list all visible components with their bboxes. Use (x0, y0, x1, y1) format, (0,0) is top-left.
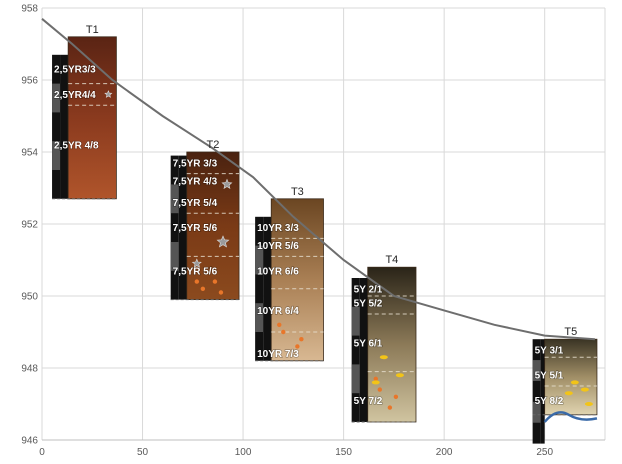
orange-mottle (295, 344, 300, 349)
orange-mottle (212, 279, 218, 284)
soil-column-t3 (255, 198, 324, 362)
orange-mottle (200, 286, 206, 291)
horizon-label: 10YR 6/6 (257, 266, 299, 277)
orange-mottle (377, 387, 382, 392)
column-label-t2: T2 (206, 139, 219, 151)
horizon-label: 2,5YR3/3 (54, 65, 96, 76)
y-tick-label: 948 (21, 364, 38, 375)
depth-bar-segment (351, 364, 360, 394)
column-label-t4: T4 (385, 254, 398, 266)
column-label-t3: T3 (291, 186, 304, 198)
soil-profile-body (67, 36, 117, 200)
soil-profile-body (367, 266, 417, 423)
orange-mottle (387, 405, 393, 410)
ticks-layer: 946 948 950 952 954 956 958 0 50 100 150 200 250 (21, 4, 553, 459)
yellow-patch (379, 355, 388, 360)
profile-layer (41, 18, 595, 341)
depth-bar-segment (170, 184, 179, 214)
orange-mottle (373, 376, 378, 381)
terrain-profile-line (41, 18, 595, 341)
depth-bar (532, 339, 541, 444)
horizon-label: 10YR 7/3 (257, 349, 299, 360)
x-tick-label: 150 (335, 447, 352, 458)
horizon-label: 5Y 3/1 (535, 346, 564, 357)
column-label-t1: T1 (86, 24, 99, 36)
orange-mottle (281, 329, 286, 335)
orange-mottle (218, 290, 224, 295)
horizon-label: 5Y 6/1 (354, 338, 383, 349)
y-tick-label: 946 (21, 436, 38, 447)
depth-bar (170, 155, 179, 300)
depth-bar-inner (540, 339, 545, 444)
orange-mottle (277, 322, 282, 327)
horizon-label: 7,5YR 3/3 (173, 158, 218, 169)
horizon-label: 5Y 5/2 (354, 299, 383, 310)
orange-mottle (299, 337, 304, 342)
horizon-label: 5Y 5/1 (535, 371, 564, 382)
y-tick-label: 958 (21, 4, 38, 15)
horizon-label: 10YR 6/4 (257, 306, 299, 317)
column-label-t5: T5 (564, 326, 577, 338)
horizon-label: 5Y 8/2 (535, 396, 564, 407)
star-symbol (191, 258, 202, 268)
labels-layer: 2,5YR3/3 2,5YR4/4 2,5YR 4/8 T1 7,5YR 3/3 7,5Y… (53, 24, 577, 408)
x-tick-label: 250 (536, 447, 553, 458)
yellow-patch (395, 373, 404, 378)
depth-bar-segment (532, 360, 541, 381)
columns-layer (52, 36, 598, 444)
horizon-label: 7,5YR 4/3 (173, 176, 218, 187)
y-tick-label: 954 (21, 148, 38, 159)
x-tick-label: 200 (436, 447, 453, 458)
depth-bar (52, 54, 61, 199)
yellow-patch (580, 387, 589, 392)
y-tick-label: 956 (21, 76, 38, 87)
star-symbol (216, 235, 230, 248)
horizon-label: 10YR 3/3 (257, 223, 299, 234)
depth-bar-segment (170, 242, 179, 271)
soil-column-t1 (52, 36, 117, 200)
depth-bar-inner (263, 216, 272, 361)
soil-column-t4 (351, 266, 417, 423)
horizon-label: 2,5YR 4/8 (54, 140, 99, 151)
depth-bar (255, 216, 264, 361)
depth-bar-inner (60, 54, 69, 199)
orange-mottle (194, 279, 200, 284)
x-tick-label: 50 (137, 447, 149, 458)
depth-bar-segment (351, 306, 360, 336)
yellow-patch (371, 380, 380, 385)
y-tick-label: 950 (21, 292, 38, 303)
horizon-label: 5Y 2/1 (354, 284, 383, 295)
profile-features (104, 90, 598, 423)
star-symbol (221, 178, 233, 190)
horizon-label: 2,5YR4/4 (54, 90, 96, 101)
y-tick-label: 952 (21, 220, 38, 231)
depth-bar-segment (52, 83, 61, 113)
depth-bar-segment (532, 401, 541, 423)
horizon-label: 5Y 7/2 (354, 396, 383, 407)
yellow-patch (564, 391, 573, 396)
depth-bar-inner (178, 155, 187, 300)
orange-mottle (393, 394, 399, 399)
depth-bar-inner (359, 278, 368, 422)
star-symbol (104, 90, 113, 98)
horizon-label: 7,5YR 5/6 (173, 266, 218, 277)
depth-bar-segment (255, 303, 264, 332)
horizon-label: 10YR 5/6 (257, 241, 299, 252)
horizon-label: 7,5YR 5/4 (173, 198, 218, 209)
yellow-patch (584, 402, 593, 406)
depth-bar-segment (52, 141, 61, 170)
yellow-patch (570, 380, 579, 385)
x-tick-label: 100 (235, 447, 252, 458)
soil-column-t2 (170, 151, 240, 301)
horizon-label: 7,5YR 5/6 (173, 223, 218, 234)
depth-bar (351, 278, 360, 422)
water-table-line (543, 411, 598, 423)
depth-bar-segment (255, 245, 264, 275)
x-tick-label: 0 (39, 447, 45, 458)
